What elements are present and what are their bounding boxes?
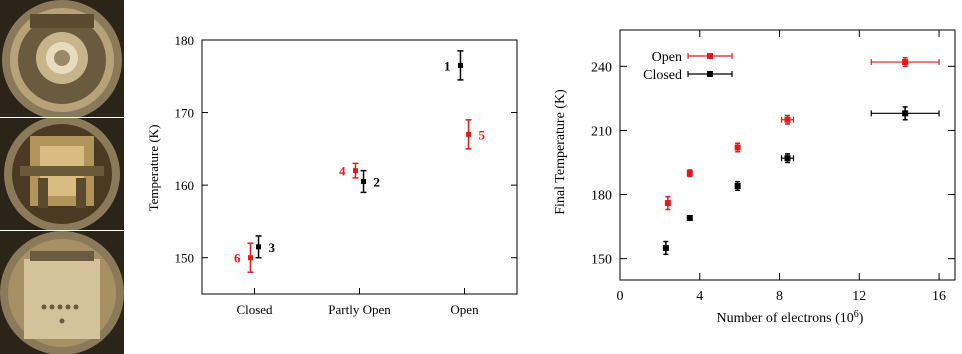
chart2-closed-point-4: [902, 110, 909, 117]
chart2-xtick-label: 12: [852, 289, 866, 304]
chart2-closed-point-0: [662, 244, 669, 251]
chart1-ylabel: Temperature (K): [146, 125, 161, 212]
chart2-closed-point-3: [784, 155, 791, 162]
chart1-point-5: [466, 131, 472, 137]
chart1-point-label-5: 5: [479, 127, 486, 142]
chart2-open-point-1: [686, 170, 693, 177]
chart1-point-6: [247, 255, 253, 261]
chart2-ytick-label: 210: [591, 124, 612, 139]
chart2-plot-frame: [619, 29, 956, 281]
chart2-legend-marker-closed: [707, 71, 713, 77]
chart1-ytick-label: 150: [175, 251, 195, 266]
chart1-xtick-label: Open: [450, 302, 479, 317]
chart2-ytick-label: 180: [591, 189, 612, 204]
chamber-photo-open: [0, 231, 124, 354]
chart1-point-4: [352, 168, 358, 174]
chart1-xtick-label: Closed: [236, 302, 273, 317]
final-temperature-vs-electrons-chart: 150 180 210 240 0 4 8 12 16 Open Closed Final Te…: [553, 29, 956, 327]
chart2-open-point-2: [734, 144, 741, 151]
chart2-open-point-0: [664, 200, 671, 207]
chart2-closed-point-2: [734, 182, 741, 189]
chart1-point-label-1: 1: [444, 58, 451, 73]
temperature-by-configuration-chart: 150 160 170 180 Closed Partly Open Open 1 2 3 4 5…: [146, 33, 518, 317]
chart2-closed-point-1: [686, 215, 693, 222]
chart2-legend-label-closed: Closed: [643, 68, 682, 83]
chart1-ytick-label: 160: [175, 178, 195, 193]
chart1-xtick-label: Partly Open: [328, 302, 391, 317]
chart1-ytick-label: 180: [175, 33, 195, 48]
chart2-legend-label-open: Open: [652, 50, 682, 65]
chart2-xtick-label: 8: [776, 289, 783, 304]
chart2-xtick-label: 4: [696, 289, 703, 304]
chamber-photo-closed: [0, 0, 124, 117]
chart1-point-label-6: 6: [234, 251, 241, 266]
chart1-point-label-2: 2: [374, 175, 381, 190]
chart2-ytick-label: 150: [591, 253, 612, 268]
chart1-point-3: [256, 244, 262, 250]
chart2-legend-marker-open: [707, 53, 713, 59]
chart2-ylabel: Final Temperature (K): [553, 89, 568, 215]
chart2-open-point-4: [902, 59, 909, 66]
chart1-plot-frame: [201, 39, 518, 295]
chart1-point-2: [361, 179, 367, 185]
chamber-photo-partly-open: [0, 118, 124, 230]
chart1-point-label-3: 3: [269, 240, 276, 255]
chart2-xlabel: Number of electrons (106): [717, 309, 864, 327]
chart1-ytick-label: 170: [175, 106, 195, 121]
chart2-xtick-label: 0: [617, 289, 624, 304]
chart1-point-label-4: 4: [339, 164, 346, 179]
chart2-open-point-3: [784, 116, 791, 123]
chart2-xtick-label: 16: [932, 289, 946, 304]
chart2-ytick-label: 240: [591, 60, 612, 75]
chart1-point-1: [457, 62, 463, 68]
